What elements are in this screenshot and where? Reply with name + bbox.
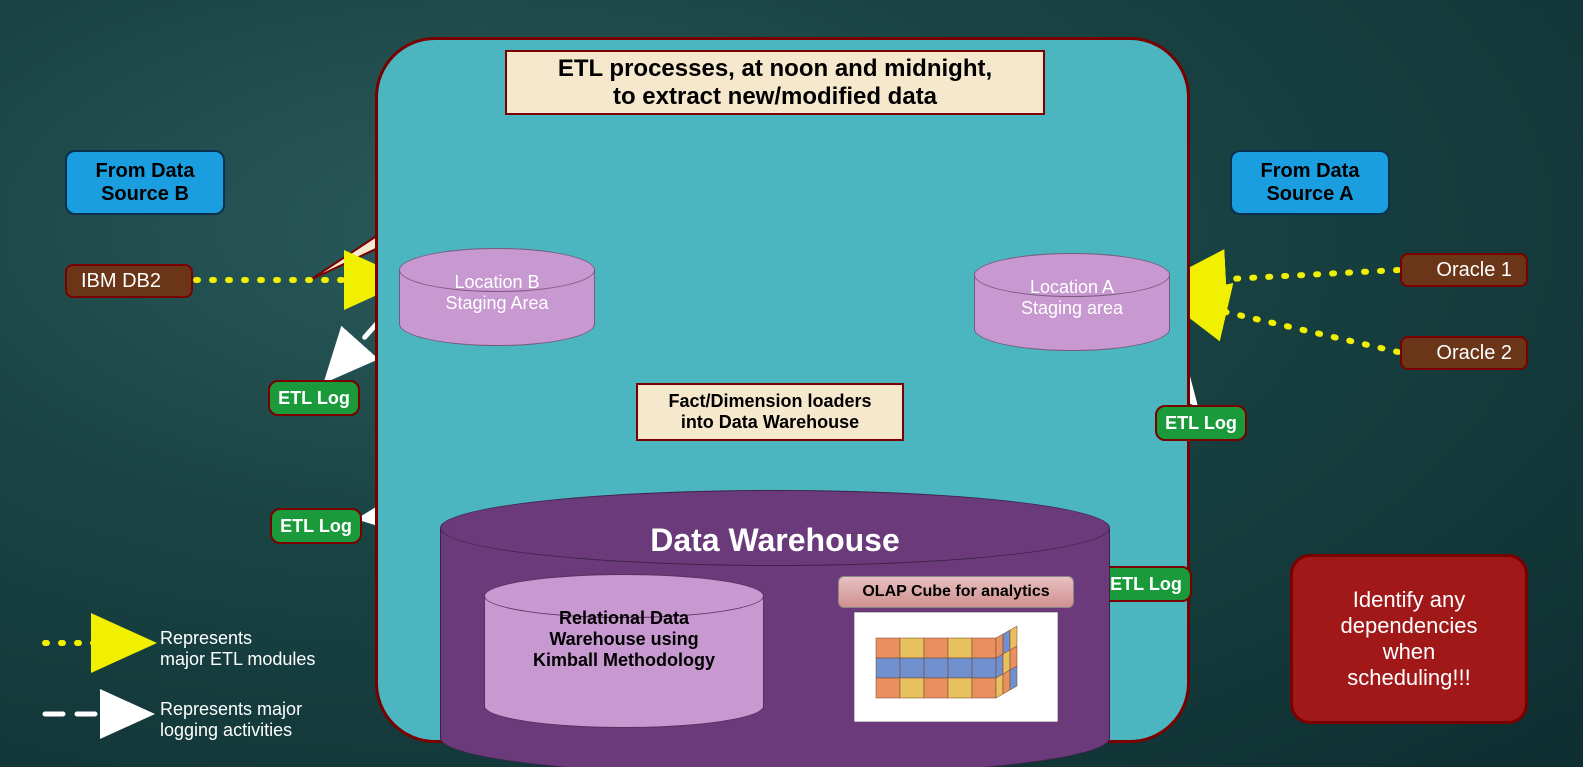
oracle1: Oracle 1	[1400, 253, 1528, 287]
legend-text-1: Represents majorlogging activities	[160, 699, 302, 741]
arrow-oracle2_to_loca	[1174, 300, 1398, 352]
etl_log_3: ETL Log	[1155, 405, 1247, 441]
data-warehouse-title: Data Warehouse	[440, 522, 1110, 559]
olap-cube-icon	[854, 612, 1058, 722]
source_b_label: From DataSource B	[65, 150, 225, 215]
etl_log_1: ETL Log	[268, 380, 360, 416]
loc_b-label: Location BStaging Area	[399, 272, 595, 314]
relational-label: Relational DataWarehouse usingKimball Me…	[484, 608, 764, 671]
etl_log_4: ETL Log	[1100, 566, 1192, 602]
oracle2: Oracle 2	[1400, 336, 1528, 370]
etl_process-callout: ETL processes, at noon and midnight,to e…	[505, 50, 1045, 115]
loc_a-label: Location AStaging area	[974, 277, 1170, 319]
etl_log_2: ETL Log	[270, 508, 362, 544]
ibm_db2: IBM DB2	[65, 264, 193, 298]
olap-title: OLAP Cube for analytics	[838, 576, 1074, 608]
legend-text-0: Representsmajor ETL modules	[160, 628, 315, 670]
arrow-oracle1_to_loca	[1172, 270, 1398, 282]
source_a_label: From DataSource A	[1230, 150, 1390, 215]
red_note: Identify anydependencieswhenscheduling!!…	[1290, 554, 1528, 724]
fact_dim-callout: Fact/Dimension loadersinto Data Warehous…	[636, 383, 904, 441]
